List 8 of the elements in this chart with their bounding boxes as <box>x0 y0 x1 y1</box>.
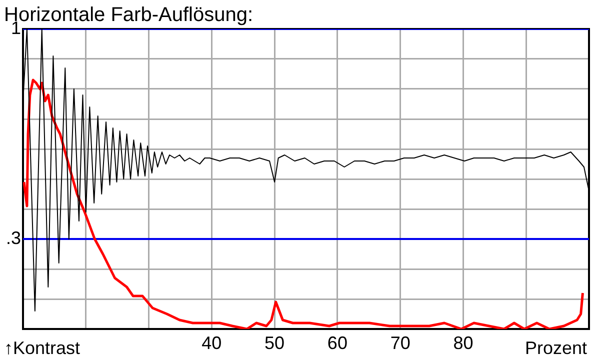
x-tick-label: 50 <box>264 332 285 353</box>
x-axis-title: Prozent <box>524 338 587 358</box>
y-tick-label: .3 <box>6 228 21 248</box>
x-tick-label: 70 <box>390 332 410 353</box>
x-tick-label: 40 <box>202 332 222 353</box>
y-axis-title: ↑Kontrast <box>4 338 80 358</box>
x-tick-label: 60 <box>327 332 348 353</box>
x-tick-label: 80 <box>453 332 474 353</box>
